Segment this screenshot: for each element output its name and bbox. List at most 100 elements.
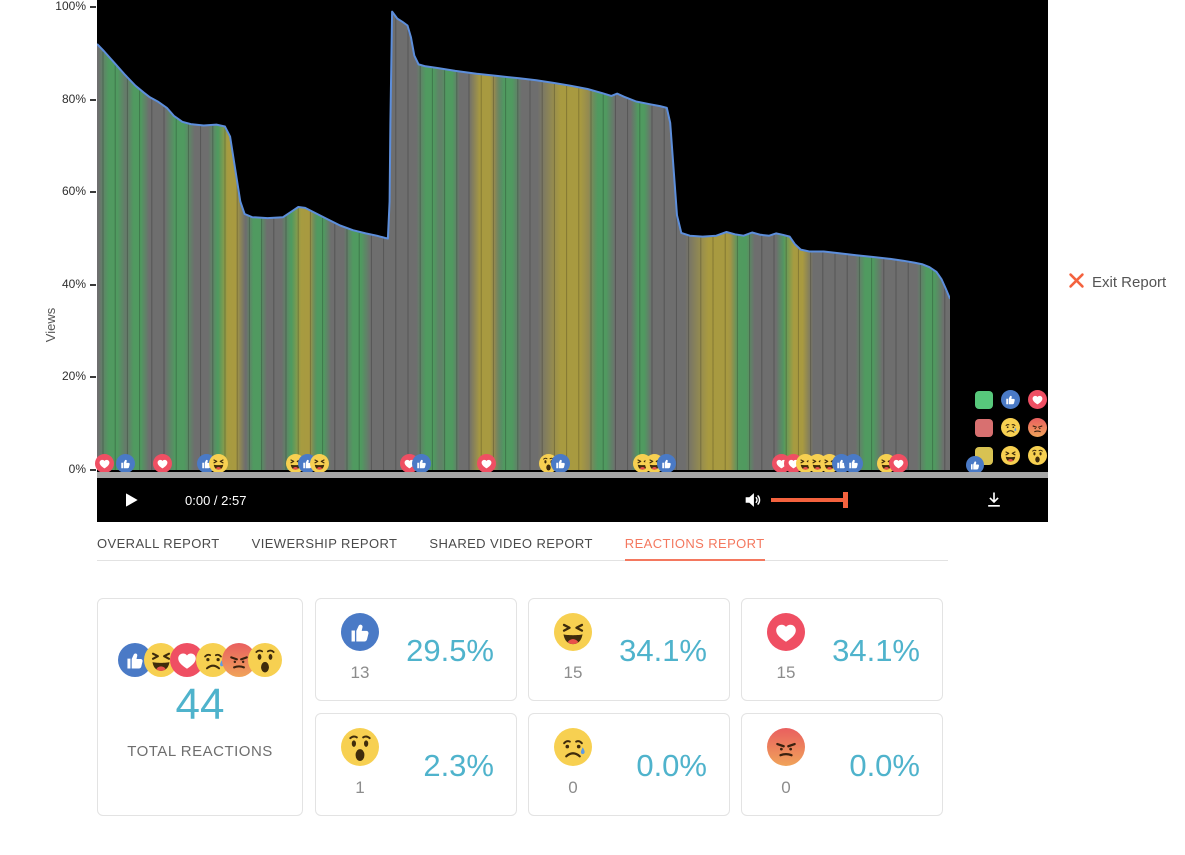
sad-icon xyxy=(1001,418,1020,437)
wow-icon xyxy=(248,643,282,677)
reaction-count: 15 xyxy=(776,663,796,682)
love-icon xyxy=(767,613,805,651)
reaction-card-love: 15 34.1% xyxy=(741,598,943,701)
angry-icon xyxy=(1028,418,1047,437)
sad-icon xyxy=(554,728,592,766)
like-icon xyxy=(115,454,135,473)
volume-slider[interactable] xyxy=(771,498,847,502)
reaction-count: 13 xyxy=(350,663,370,682)
close-icon xyxy=(1068,272,1085,293)
love-icon xyxy=(888,454,908,473)
y-tick-mark xyxy=(90,6,96,8)
play-button[interactable] xyxy=(121,490,141,510)
legend-row xyxy=(966,446,1047,474)
y-tick-mark xyxy=(90,283,96,286)
reaction-marker xyxy=(538,454,570,473)
like-icon xyxy=(550,454,570,473)
volume-slider-handle[interactable] xyxy=(843,492,848,508)
time-display: 0:00 / 2:57 xyxy=(185,493,247,508)
angry-icon xyxy=(767,728,805,766)
y-tick-label: 0% xyxy=(68,462,86,476)
reaction-marker xyxy=(153,454,173,473)
like-icon xyxy=(118,643,152,677)
legend-swatch xyxy=(975,418,993,437)
reaction-marker xyxy=(876,454,908,473)
love-icon xyxy=(95,454,115,473)
tab-shared-video-report[interactable]: SHARED VIDEO REPORT xyxy=(429,536,593,551)
legend-row xyxy=(975,418,1047,437)
total-reactions-card: 44 TOTAL REACTIONS xyxy=(97,598,303,816)
legend-swatch xyxy=(966,446,993,474)
y-tick-label: 60% xyxy=(61,184,86,199)
love-icon xyxy=(476,454,496,473)
tab-viewership-report[interactable]: VIEWERSHIP REPORT xyxy=(251,536,398,551)
reaction-marker xyxy=(196,454,228,473)
reaction-marker xyxy=(95,454,115,473)
player-controls: 0:00 / 2:57 xyxy=(97,478,1048,522)
haha-icon xyxy=(310,454,330,473)
tab-reactions-report[interactable]: REACTIONS REPORT xyxy=(624,536,765,561)
seek-bar[interactable] xyxy=(97,472,1048,478)
like-icon xyxy=(341,613,379,651)
angry-icon xyxy=(222,643,256,677)
haha-icon xyxy=(554,613,592,651)
y-tick-mark xyxy=(90,376,96,379)
video-player: 0:00 / 2:57 xyxy=(95,0,1048,522)
y-tick-label: 20% xyxy=(61,369,86,384)
love-icon xyxy=(153,454,173,473)
reaction-card-sad: 0 0.0% xyxy=(528,713,730,816)
y-tick-mark xyxy=(90,191,96,194)
exit-report-button[interactable]: Exit Report xyxy=(1068,272,1166,293)
report-tabs: OVERALL REPORT VIEWERSHIP REPORT SHARED VI… xyxy=(97,536,948,561)
y-tick-label: 80% xyxy=(61,91,86,106)
reaction-cards-grid: 13 29.5% 15 34.1% 15 34.1% 1 2.3% 0 0.0%… xyxy=(315,598,955,816)
like-icon xyxy=(843,454,863,473)
haha-icon xyxy=(208,454,228,473)
reaction-marker xyxy=(476,454,496,473)
reaction-count: 0 xyxy=(568,778,578,797)
reaction-count: 15 xyxy=(563,663,583,682)
volume-icon[interactable] xyxy=(742,489,764,511)
reaction-count: 1 xyxy=(355,778,365,797)
like-icon xyxy=(657,454,677,473)
exit-report-label: Exit Report xyxy=(1092,274,1167,291)
reaction-percentage: 34.1% xyxy=(832,633,920,668)
wow-icon xyxy=(341,728,379,766)
like-icon xyxy=(411,454,431,473)
reactions-cluster-icons xyxy=(98,643,302,677)
wow-icon xyxy=(1028,446,1047,465)
reaction-count: 0 xyxy=(781,778,791,797)
like-icon xyxy=(1001,390,1020,409)
love-icon xyxy=(1028,390,1047,409)
haha-icon xyxy=(1001,446,1020,465)
reaction-card-wow: 1 2.3% xyxy=(315,713,517,816)
reactions-legend xyxy=(966,390,1047,474)
download-button[interactable] xyxy=(984,490,1004,510)
reaction-percentage: 2.3% xyxy=(423,748,494,783)
sad-icon xyxy=(196,643,230,677)
y-tick-mark xyxy=(90,469,96,471)
reaction-card-like: 13 29.5% xyxy=(315,598,517,701)
reaction-marker xyxy=(115,454,135,473)
reaction-card-haha: 15 34.1% xyxy=(528,598,730,701)
reaction-card-angry: 0 0.0% xyxy=(741,713,943,816)
y-tick-mark xyxy=(90,98,96,101)
reaction-percentage: 29.5% xyxy=(406,633,494,668)
legend-row xyxy=(975,390,1047,409)
reaction-marker xyxy=(286,454,330,473)
tab-overall-report[interactable]: OVERALL REPORT xyxy=(97,536,220,551)
like-icon xyxy=(966,455,984,474)
reaction-percentage: 0.0% xyxy=(849,748,920,783)
haha-icon xyxy=(144,643,178,677)
y-axis-title: Views xyxy=(43,307,58,343)
reaction-percentage: 0.0% xyxy=(636,748,707,783)
views-chart xyxy=(97,0,950,470)
reaction-marker xyxy=(771,454,863,473)
y-tick-label: 100% xyxy=(55,0,86,13)
reaction-marker xyxy=(633,454,677,473)
total-reactions-count: 44 xyxy=(175,680,225,729)
reaction-percentage: 34.1% xyxy=(619,633,707,668)
total-reactions-label: TOTAL REACTIONS xyxy=(127,743,273,760)
love-icon xyxy=(170,643,204,677)
legend-swatch xyxy=(975,390,993,409)
